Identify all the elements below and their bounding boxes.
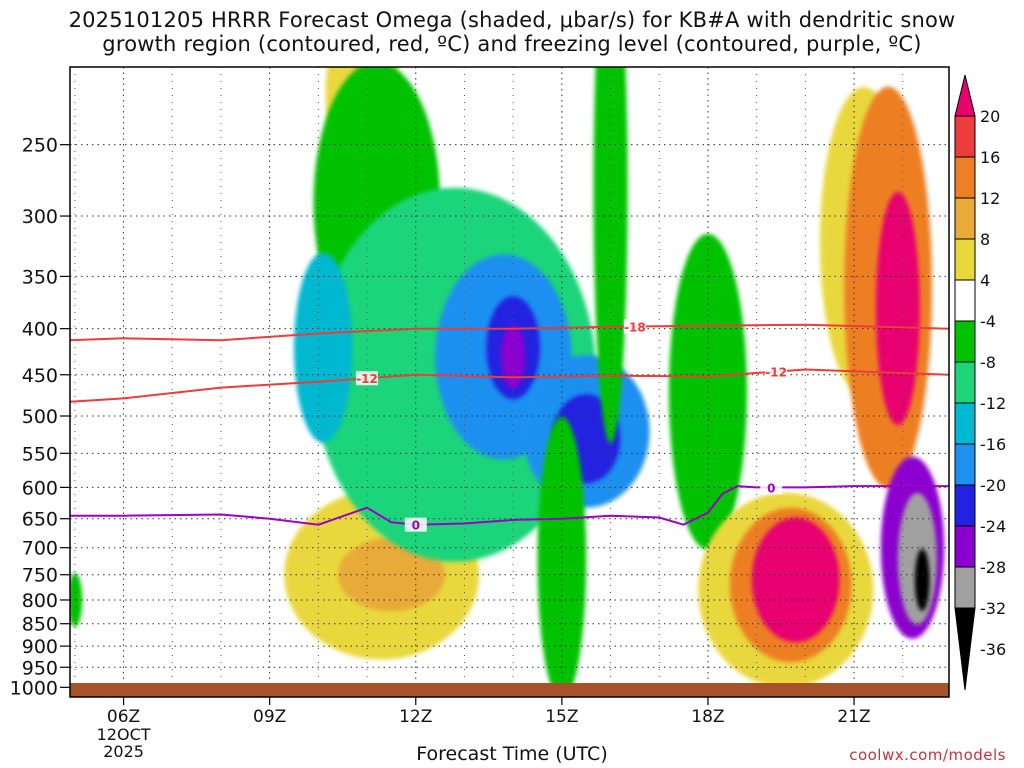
y-axis: 2503003504004505005506006507007508008509…: [10, 135, 70, 699]
x-tick-label: 09Z: [253, 707, 286, 727]
x-tick-label: 12Z: [399, 707, 432, 727]
omega-region: [294, 252, 353, 443]
colorbar-label: -28: [980, 558, 1006, 577]
y-tick-label: 800: [22, 590, 58, 612]
colorbar-cell: [954, 238, 976, 281]
colorbar-cell: [954, 279, 976, 322]
credit-text: coolwx.com/models: [849, 746, 1006, 764]
omega-region: [337, 538, 445, 612]
y-tick-label: 500: [22, 406, 58, 428]
omega-region: [593, 67, 628, 444]
contour-label: 0: [767, 481, 775, 495]
chart-title-line-2: growth region (contoured, red, ºC) and f…: [102, 32, 922, 56]
contour-label-bg: [404, 517, 427, 532]
contour-lines: -18 -12 -12 0 0: [70, 319, 949, 533]
colorbar-label: -16: [980, 435, 1006, 454]
chart-title-line-1: 2025101205 HRRR Forecast Omega (shaded, …: [68, 8, 956, 32]
x-date-label: 12OCT: [97, 725, 151, 744]
colorbar-cell: [954, 525, 976, 568]
contour-label: -18: [624, 320, 646, 334]
colorbar-label: -20: [980, 476, 1006, 495]
x-tick-label: 18Z: [691, 707, 724, 727]
colorbar-label: 4: [980, 271, 990, 290]
colorbar-cell: [954, 607, 976, 691]
colorbar-cell: [954, 115, 976, 158]
colorbar-cell: [954, 443, 976, 486]
y-tick-label: 850: [22, 614, 58, 636]
contour-label: -12: [765, 366, 787, 380]
contour--12: [70, 368, 949, 403]
y-tick-label: 950: [22, 657, 58, 679]
contour-label-bg: [760, 480, 783, 495]
x-date-label: 2025: [103, 742, 144, 761]
contour-label-bg: [623, 319, 646, 334]
contour-0: [70, 485, 949, 526]
colorbar-label: 20: [980, 107, 1000, 126]
y-tick-label: 900: [22, 636, 58, 658]
y-tick-label: 250: [22, 135, 58, 157]
colorbar-label: -24: [980, 517, 1006, 536]
colorbar-cell: [954, 484, 976, 527]
omega-region: [537, 416, 587, 697]
y-tick-label: 700: [22, 538, 58, 560]
y-tick-label: 600: [22, 477, 58, 499]
x-axis-label: Forecast Time (UTC): [416, 743, 608, 765]
colorbar: 20 16 12 8 4 -4 -8 -12 -16 -20 -24 -28 -32 -36: [954, 74, 1006, 691]
y-tick-label: 650: [22, 509, 58, 531]
omega-region: [500, 325, 526, 389]
contour-label-bg: [765, 364, 788, 379]
colorbar-label: 16: [980, 148, 1000, 167]
contour-label: -12: [356, 372, 378, 386]
ground-bar: [70, 683, 949, 697]
contour-label: 0: [412, 519, 420, 533]
colorbar-cell: [954, 197, 976, 240]
colorbar-label: -4: [980, 312, 996, 331]
colorbar-cell: [954, 402, 976, 445]
y-tick-label: 550: [22, 443, 58, 465]
colorbar-label: -36: [980, 640, 1006, 659]
y-tick-label: 400: [22, 319, 58, 341]
contour--18: [70, 323, 949, 342]
y-tick-label: 750: [22, 565, 58, 587]
colorbar-label: -12: [980, 394, 1006, 413]
colorbar-label: -8: [980, 353, 996, 372]
colorbar-cell: [954, 74, 976, 117]
colorbar-label: 12: [980, 189, 1000, 208]
colorbar-label: -32: [980, 599, 1006, 618]
colorbar-label: 8: [980, 230, 990, 249]
colorbar-cell: [954, 320, 976, 363]
y-tick-label: 350: [22, 266, 58, 288]
x-tick-label: 15Z: [545, 707, 578, 727]
y-tick-label: 1000: [10, 677, 58, 699]
omega-field: [70, 67, 945, 697]
omega-region: [751, 517, 840, 643]
colorbar-cell: [954, 156, 976, 199]
omega-region: [914, 548, 930, 611]
plot-frame: [69, 66, 950, 698]
omega-region: [875, 191, 920, 426]
x-tick-label: 21Z: [837, 707, 870, 727]
colorbar-cell: [954, 566, 976, 609]
y-tick-label: 450: [22, 365, 58, 387]
x-tick-label: 06Z: [107, 707, 140, 727]
contour-label-bg: [356, 371, 379, 386]
y-tick-label: 300: [22, 206, 58, 228]
colorbar-cell: [954, 361, 976, 404]
